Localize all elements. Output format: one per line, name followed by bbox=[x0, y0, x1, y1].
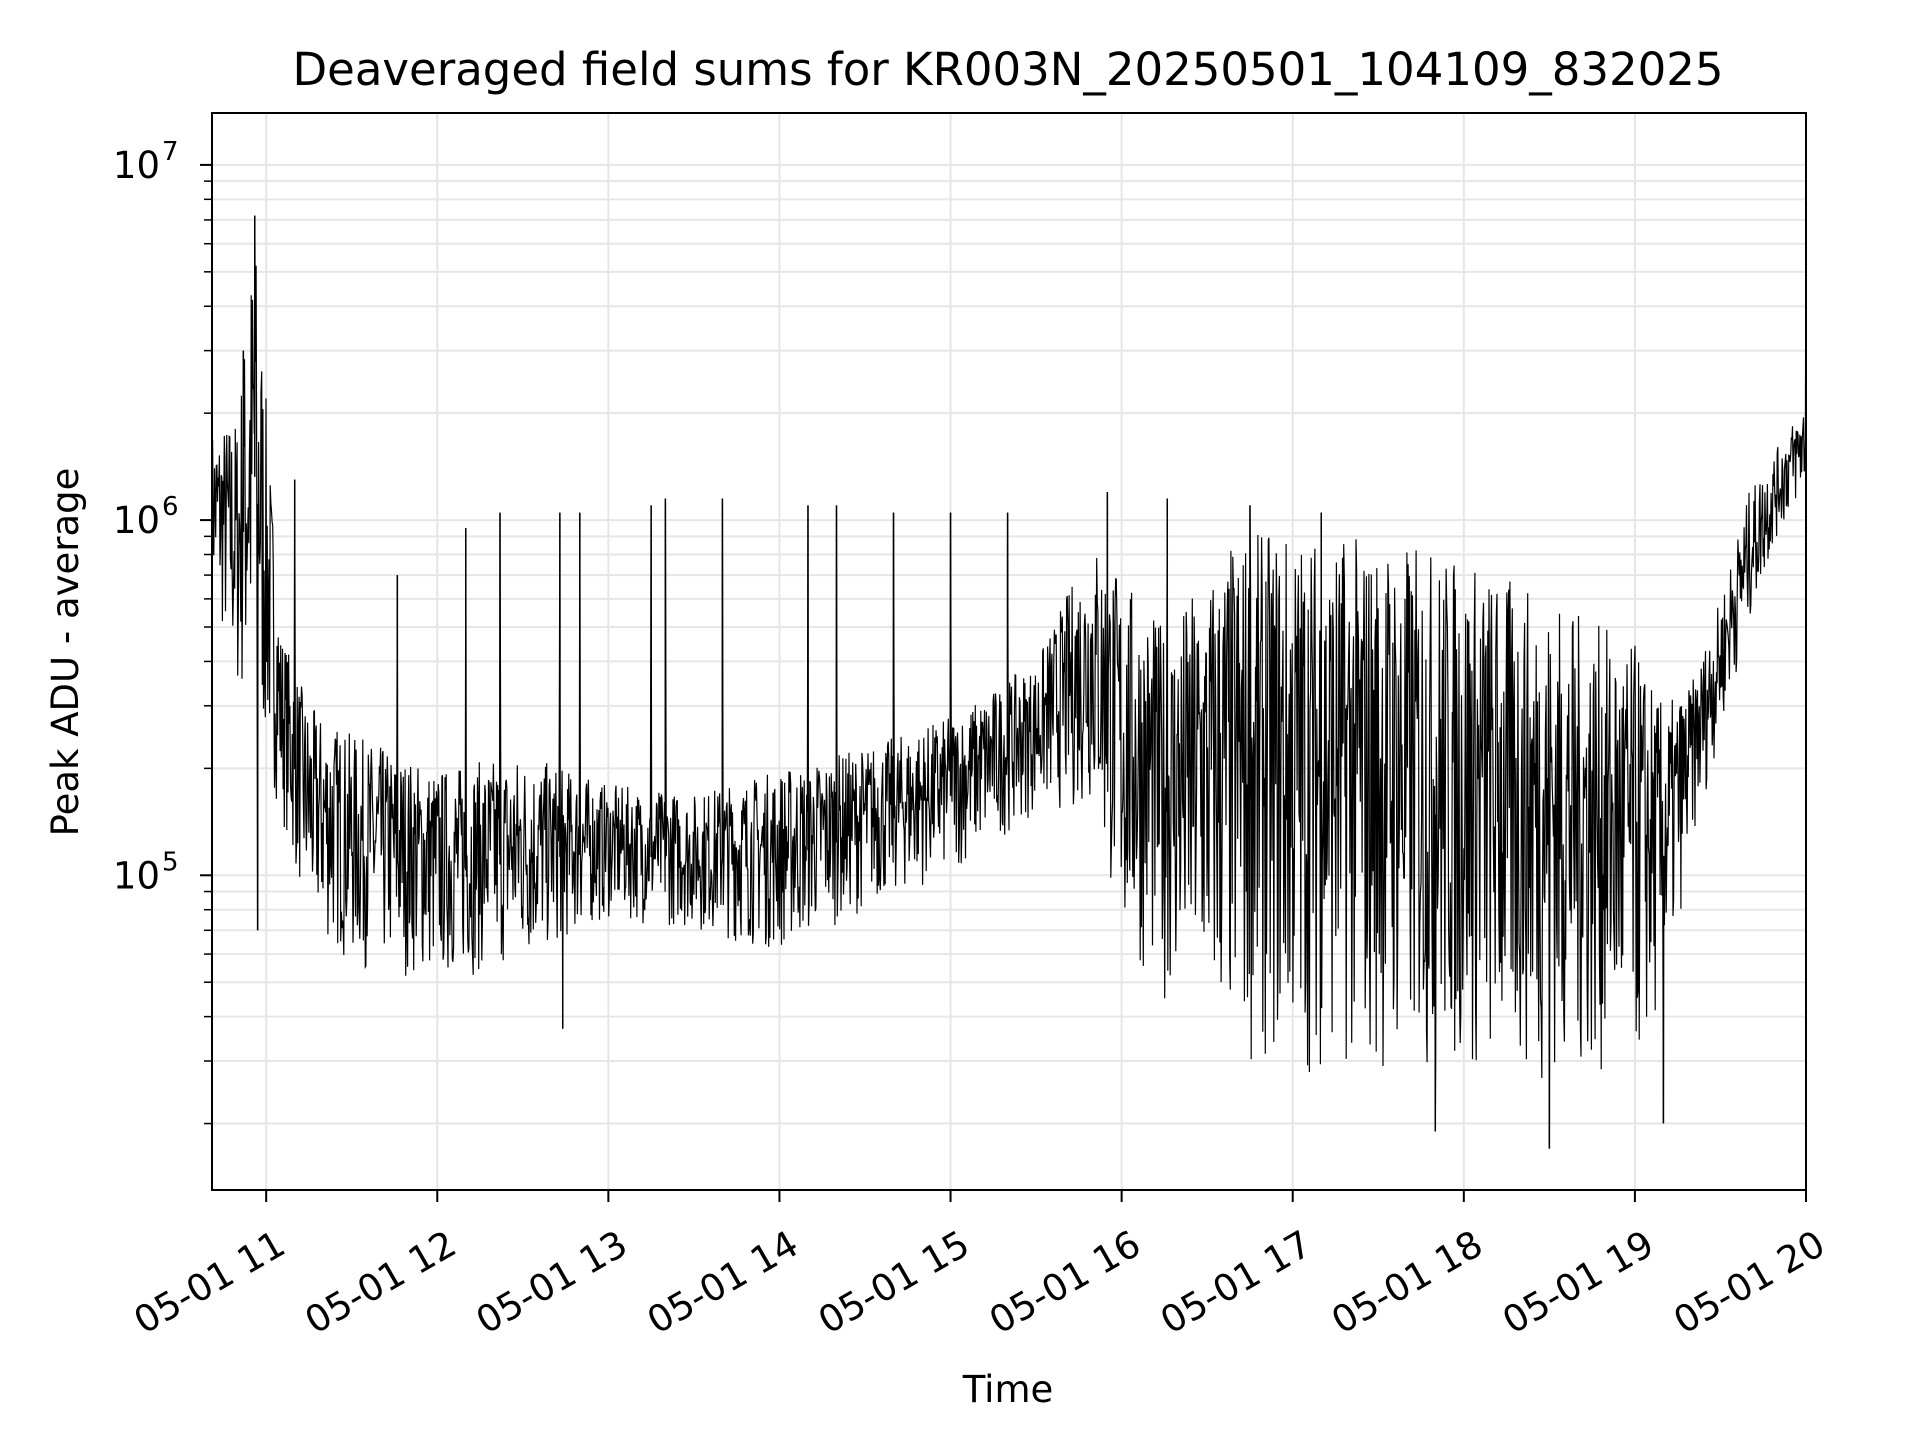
plot-frame bbox=[211, 112, 1807, 1191]
chart-title: Deaveraged field sums for KR003N_2025050… bbox=[293, 43, 1724, 96]
x-tick-label: 05-01 15 bbox=[811, 1222, 977, 1342]
x-tick-label: 05-01 18 bbox=[1324, 1222, 1490, 1342]
y-tick-exponent: 5 bbox=[162, 847, 179, 877]
x-tick-label: 05-01 19 bbox=[1495, 1222, 1661, 1342]
series-layer bbox=[211, 157, 1807, 1149]
y-axis-label: Peak ADU - average bbox=[44, 468, 87, 837]
series-line bbox=[211, 157, 1807, 1149]
y-tick-exponent: 7 bbox=[162, 137, 179, 167]
x-tick-label: 05-01 14 bbox=[640, 1222, 806, 1342]
x-tick-label: 05-01 17 bbox=[1153, 1222, 1319, 1342]
y-tick-label: 10 bbox=[113, 854, 160, 897]
x-tick-label: 05-01 20 bbox=[1667, 1222, 1833, 1342]
y-tick-exponent: 6 bbox=[162, 492, 179, 522]
x-axis-label: Time bbox=[962, 1368, 1054, 1411]
x-tick-label: 05-01 12 bbox=[298, 1222, 464, 1342]
y-tick-label: 10 bbox=[113, 144, 160, 187]
grid-layer bbox=[212, 113, 1807, 1190]
x-tick-label: 05-01 16 bbox=[982, 1222, 1148, 1342]
x-tick-label: 05-01 11 bbox=[127, 1222, 293, 1342]
x-tick-label: 05-01 13 bbox=[469, 1222, 635, 1342]
y-tick-label: 10 bbox=[113, 499, 160, 542]
